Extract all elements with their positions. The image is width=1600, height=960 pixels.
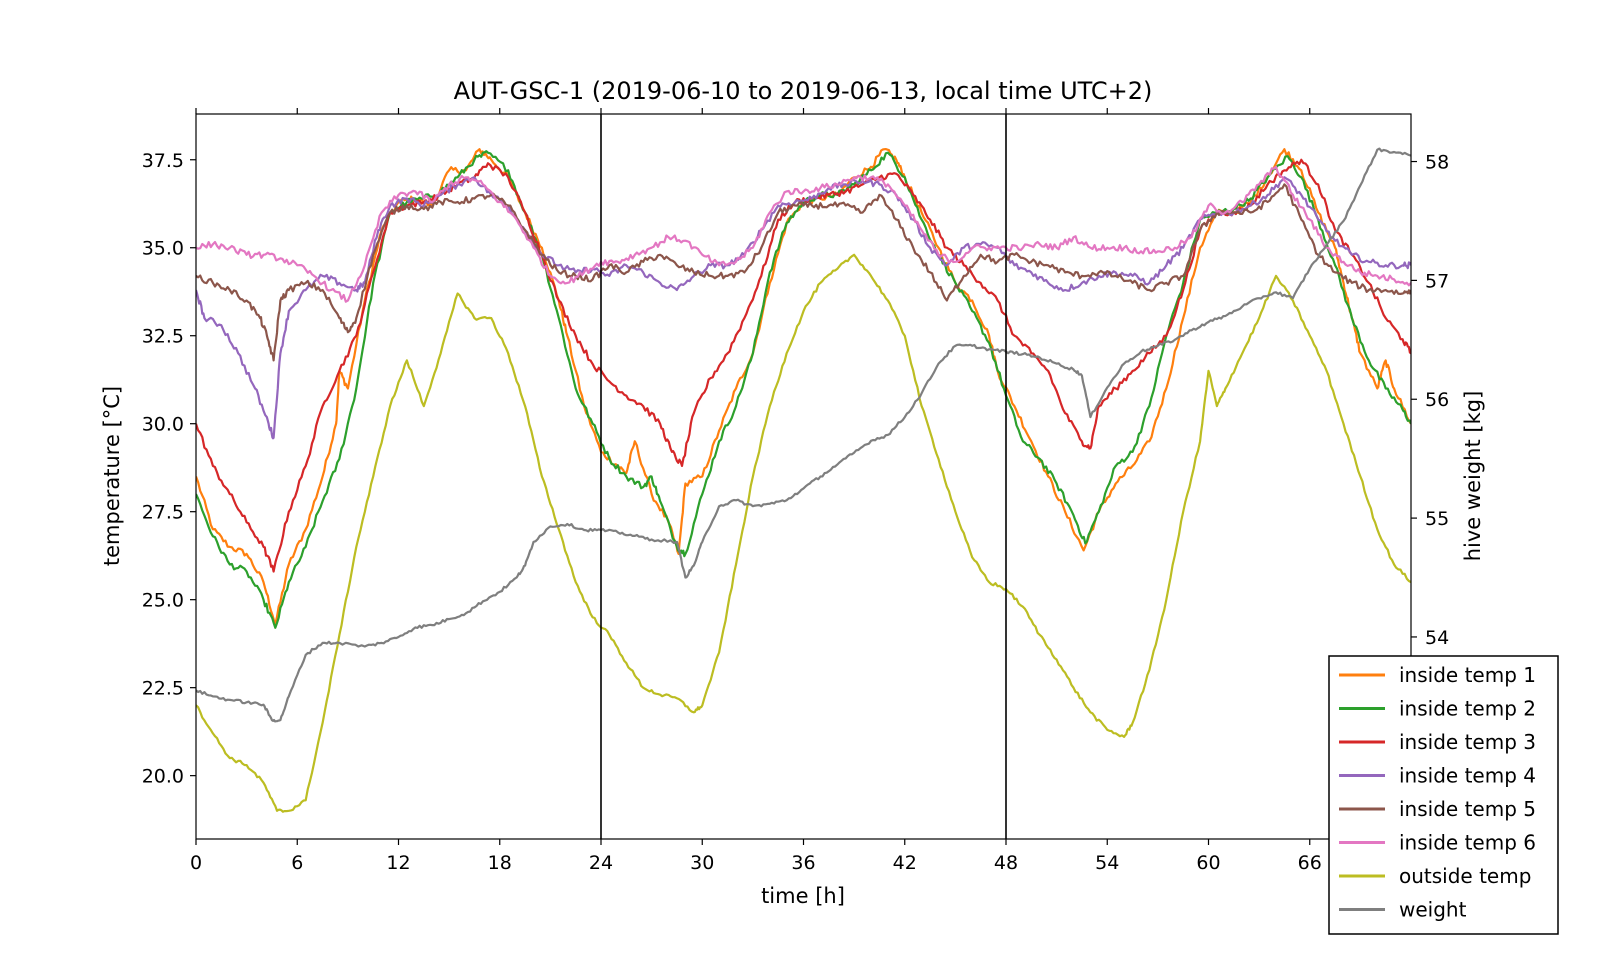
chart-title: AUT-GSC-1 (2019-06-10 to 2019-06-13, loc… <box>454 77 1153 105</box>
x-tick-label: 18 <box>488 852 512 874</box>
y-tick-label: 30.0 <box>142 414 184 436</box>
y2-tick-label: 56 <box>1425 389 1449 411</box>
x-tick-label: 48 <box>994 852 1018 874</box>
x-tick-label: 0 <box>190 852 202 874</box>
series-line-5 <box>196 183 1411 362</box>
y-tick-label: 32.5 <box>142 326 184 348</box>
y2-axis-label: hive weight [kg] <box>1461 391 1485 562</box>
y2-tick-label: 54 <box>1425 627 1449 649</box>
legend-label: inside temp 4 <box>1399 764 1536 788</box>
legend-label: inside temp 5 <box>1399 797 1536 821</box>
x-tick-label: 42 <box>893 852 917 874</box>
series-line-7 <box>196 253 1411 813</box>
x-axis: 0 6 12 18 24 30 36 42 48 54 60 66 <box>190 108 1322 874</box>
x-tick-label: 60 <box>1196 852 1220 874</box>
y-tick-label: 25.0 <box>142 590 184 612</box>
y-tick-label: 35.0 <box>142 238 184 260</box>
y-axis-right: 54 55 56 57 58 <box>1411 152 1449 649</box>
y-tick-label: 22.5 <box>142 678 184 700</box>
series-line-6 <box>196 165 1411 303</box>
day-boundaries <box>600 114 1007 839</box>
x-tick-label: 66 <box>1298 852 1322 874</box>
y2-tick-label: 57 <box>1425 270 1449 292</box>
y-tick-label: 37.5 <box>142 150 184 172</box>
x-tick-label: 36 <box>791 852 815 874</box>
legend-label: inside temp 6 <box>1399 831 1536 855</box>
series-line-4 <box>196 176 1411 440</box>
y2-tick-label: 55 <box>1425 508 1449 530</box>
legend-label: inside temp 3 <box>1399 730 1536 754</box>
y2-tick-label: 58 <box>1425 152 1449 174</box>
y-axis-label: temperature [°C] <box>100 386 124 566</box>
x-tick-label: 24 <box>589 852 613 874</box>
y-tick-label: 20.0 <box>142 766 184 788</box>
y-axis-left: 20.0 22.5 25.0 27.5 30.0 32.5 35.0 37.5 <box>142 150 196 788</box>
y-tick-label: 27.5 <box>142 502 184 524</box>
series-line-8 <box>196 147 1411 723</box>
series-layer <box>196 147 1411 813</box>
legend-box <box>1328 655 1559 935</box>
x-tick-label: 12 <box>386 852 410 874</box>
x-axis-label: time [h] <box>761 884 845 908</box>
legend: inside temp 1 inside temp 2 inside temp 3 i… <box>1328 655 1559 935</box>
legend-label: inside temp 1 <box>1399 663 1536 687</box>
legend-label: weight <box>1399 898 1467 922</box>
legend-label: inside temp 2 <box>1399 697 1536 721</box>
x-tick-label: 30 <box>690 852 714 874</box>
x-tick-label: 6 <box>291 852 303 874</box>
x-tick-label: 54 <box>1095 852 1119 874</box>
legend-label: outside temp <box>1399 864 1531 888</box>
